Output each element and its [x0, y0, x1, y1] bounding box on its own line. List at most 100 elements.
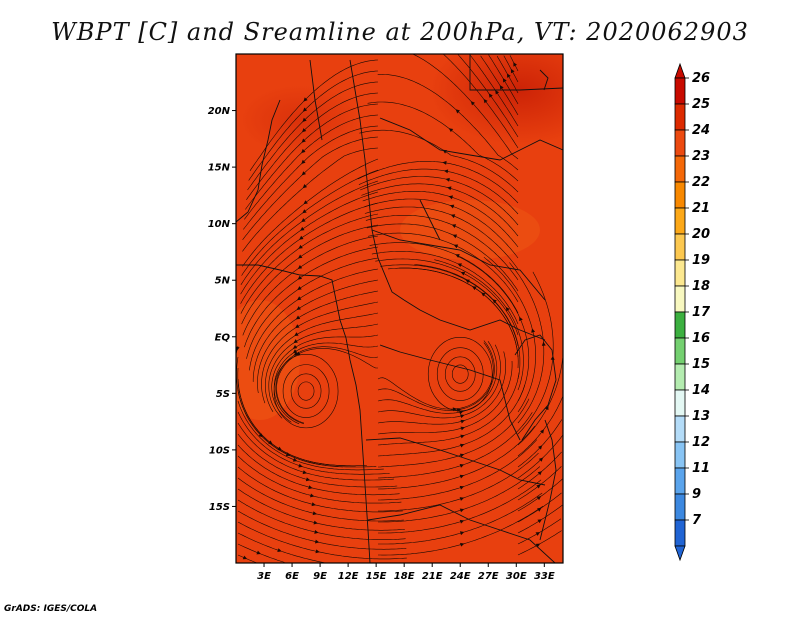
streamline-arrow	[457, 263, 462, 268]
streamline-arrow	[507, 73, 511, 78]
streamline-arrow	[536, 496, 542, 501]
lon-tick-label: 27E	[478, 571, 499, 582]
colorbar-label: 24	[692, 123, 710, 138]
streamline-arrow	[541, 341, 546, 346]
streamline-arrow	[294, 332, 299, 337]
streamline-arrow	[460, 426, 465, 431]
streamline-arrow	[531, 328, 536, 333]
streamline-arrow	[488, 93, 493, 98]
streamline-arrow	[297, 286, 302, 290]
streamline-arrow	[292, 457, 298, 462]
lat-tick-label: 10S	[209, 445, 230, 456]
streamline-arrow	[458, 410, 464, 415]
streamline-arrow	[314, 539, 320, 544]
streamline-arrow	[292, 344, 298, 349]
streamline-arrow	[513, 62, 518, 67]
streamline-arrow	[502, 78, 507, 83]
colorbar-swatch	[674, 441, 686, 469]
streamline	[246, 257, 379, 359]
warm-region	[430, 54, 563, 145]
lon-tick-label: 9E	[313, 571, 327, 582]
streamline	[378, 505, 544, 556]
lat-tick-label: 10N	[208, 219, 231, 230]
streamline	[242, 147, 379, 252]
streamline-arrow	[448, 128, 454, 133]
streamline-arrow	[452, 234, 458, 239]
lat-tick-label: 15N	[208, 163, 231, 174]
streamline-arrow	[302, 107, 308, 112]
colorbar-label: 18	[692, 279, 710, 294]
colorbar-label: 16	[692, 331, 710, 346]
streamline-arrow	[299, 235, 304, 240]
streamline-arrow	[285, 452, 291, 456]
colorbar-swatch	[674, 363, 686, 391]
streamline-arrow	[459, 463, 465, 468]
streamline-arrow	[302, 117, 307, 122]
credit-label: GrADS: IGES/COLA	[4, 604, 98, 614]
streamline-arrow	[459, 531, 465, 536]
streamline-arrow	[483, 98, 488, 104]
colorbar-label: 9	[692, 487, 701, 502]
longitude-axis: 3E 6E 9E 12E 15E 18E 21E 24E 27E 30E 33E	[257, 563, 555, 582]
lon-tick-label: 33E	[534, 571, 555, 582]
streamline-arrow	[443, 169, 449, 174]
streamline-arrow	[296, 351, 301, 356]
lon-tick-label: 18E	[394, 571, 415, 582]
lat-tick-label: EQ	[215, 332, 231, 343]
streamline-arrow	[492, 299, 497, 304]
streamline-arrow	[470, 101, 475, 106]
streamline-arrow	[297, 264, 303, 269]
streamline-arrow	[298, 244, 303, 249]
streamline-arrow	[301, 171, 306, 176]
lon-tick-label: 12E	[338, 571, 359, 582]
streamline-arrow	[256, 550, 261, 555]
colorbar-swatch	[674, 285, 686, 313]
lon-tick-label: 24E	[450, 571, 471, 582]
streamline-arrow	[499, 85, 504, 90]
streamline-arrow	[293, 339, 298, 344]
streamline-arrow	[303, 200, 308, 205]
streamline	[377, 73, 519, 171]
lat-tick-label: 5N	[215, 276, 231, 287]
streamline-arrow	[301, 148, 306, 154]
streamline-arrow	[540, 429, 544, 434]
streamline-arrow	[450, 214, 456, 219]
streamline-arrow	[445, 177, 450, 182]
streamline-arrow	[297, 296, 302, 301]
colorbar-swatch	[674, 259, 686, 287]
streamline-arrow	[537, 507, 542, 512]
lon-tick-label: 15E	[366, 571, 387, 582]
streamline-arrow	[277, 548, 282, 553]
streamline-arrow	[505, 306, 510, 312]
lon-tick-label: 30E	[506, 571, 527, 582]
streamline-arrow	[295, 315, 301, 320]
streamline-arrow	[538, 457, 544, 462]
colorbar-bottom-arrow	[674, 545, 686, 562]
streamline-arrow	[536, 484, 541, 489]
streamline-arrow	[459, 497, 465, 501]
streamline-arrow	[314, 529, 319, 534]
streamline-arrow	[456, 408, 462, 413]
colorbar-swatch	[674, 519, 686, 547]
streamline-arrow	[495, 90, 500, 95]
colorbar-swatch	[674, 207, 686, 235]
streamline-arrow	[459, 519, 465, 524]
streamline-arrow	[460, 414, 465, 419]
colorbar-label: 19	[692, 253, 710, 268]
streamline	[517, 530, 562, 556]
colorbar-label: 26	[692, 71, 710, 86]
colorbar-label: 17	[692, 305, 711, 320]
colorbar-swatch	[674, 415, 686, 443]
streamline	[237, 543, 285, 563]
streamline-arrow	[481, 292, 486, 297]
streamline-arrow	[537, 519, 542, 524]
streamline-arrow	[303, 97, 308, 102]
colorbar-top-arrow	[674, 62, 686, 79]
lat-tick-label: 15S	[209, 502, 230, 513]
colorbar-label: 21	[692, 201, 710, 216]
streamline-arrow	[455, 109, 460, 114]
colorbar-swatch	[674, 337, 686, 365]
colorbar-label: 12	[692, 435, 710, 450]
streamline-arrow	[298, 463, 303, 468]
streamline-arrow	[301, 138, 306, 143]
